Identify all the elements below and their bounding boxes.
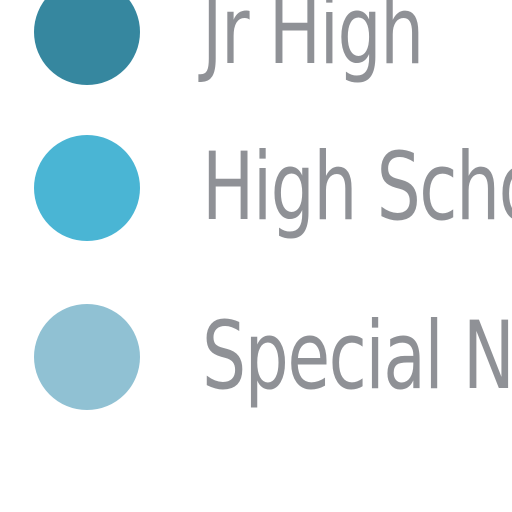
legend-swatch-special-needs [34,304,140,410]
legend-item-special-needs: Special Needs [0,302,512,412]
legend-swatch-jr-high [34,0,140,85]
legend-item-jr-high: Jr High [0,0,512,87]
legend-label-jr-high: Jr High [202,0,424,86]
legend-swatch-high-school [34,135,140,241]
legend-item-high-school: High School [0,133,512,243]
legend-label-high-school: High School [202,133,512,242]
legend-label-special-needs: Special Needs [202,302,512,411]
